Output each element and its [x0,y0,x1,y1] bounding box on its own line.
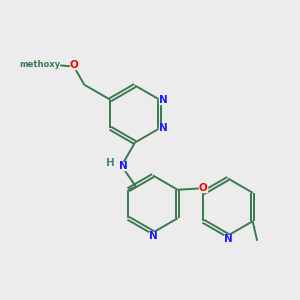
Text: N: N [148,231,158,241]
Bar [199,184,207,192]
Text: methoxy: methoxy [20,60,61,69]
Bar [70,61,78,69]
Bar [21,61,58,68]
Text: O: O [199,183,208,193]
Text: H: H [106,158,115,168]
Text: O: O [70,60,78,70]
Text: N: N [159,95,168,105]
Bar [119,162,127,169]
Text: N: N [224,234,232,244]
Bar [224,235,232,243]
Text: N: N [118,161,127,171]
Bar [159,124,167,132]
Bar [106,159,114,166]
Bar [159,96,167,103]
Bar [149,232,157,240]
Text: N: N [159,123,168,133]
